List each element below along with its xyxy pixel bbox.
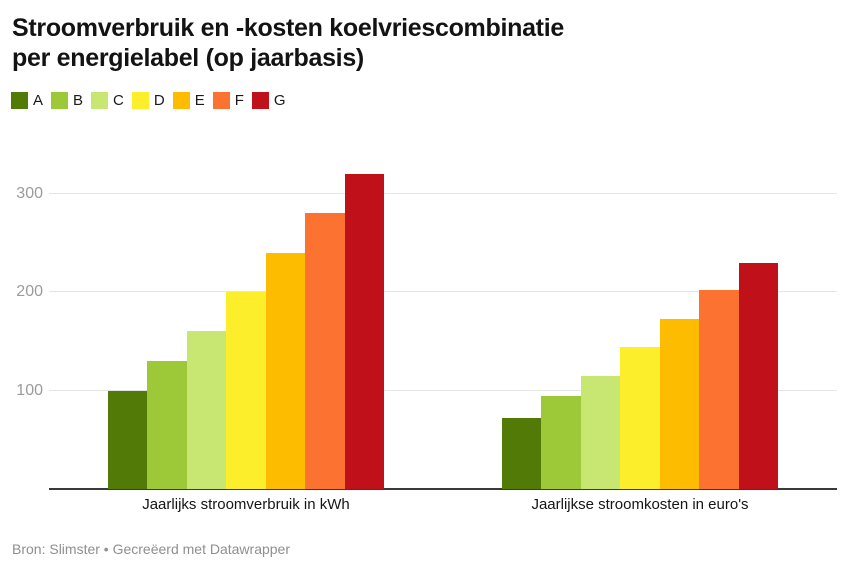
legend: A B C D E F G (11, 92, 286, 109)
legend-swatch-f (212, 92, 230, 109)
bar-c-group1 (580, 375, 621, 489)
bar-f-group1 (699, 290, 739, 489)
legend-item-a: A (11, 92, 43, 109)
legend-item-label: F (234, 92, 244, 109)
x-axis-label-1: Jaarlijkse stroomkosten in euro's (531, 496, 749, 513)
x-axis-baseline (49, 488, 837, 490)
gridline-300 (49, 192, 837, 194)
bar-group-0 (108, 165, 384, 489)
legend-swatch-g (251, 92, 269, 109)
legend-item-label: E (194, 92, 205, 109)
legend-item-label: B (73, 92, 84, 109)
y-tick-label-300: 300 (16, 184, 43, 202)
legend-swatch-b (51, 92, 69, 109)
legend-item-d: D (131, 92, 165, 109)
bar-g-group0 (344, 173, 384, 489)
bar-d-group1 (620, 347, 660, 489)
legend-item-e: E (172, 92, 205, 109)
bar-e-group1 (659, 318, 700, 489)
legend-swatch-e (172, 92, 190, 109)
legend-swatch-a (11, 92, 28, 109)
gridline-100 (49, 389, 837, 391)
bar-f-group0 (305, 213, 345, 489)
legend-item-label: D (153, 92, 165, 109)
chart-title-line2: per energielabel (op jaarbasis) (12, 44, 364, 72)
plot-area: 100 200 300 Jaarlijks stroomverbruik in kWh… (16, 165, 837, 513)
legend-item-g: G (251, 92, 286, 109)
y-tick-label-200: 200 (16, 283, 43, 301)
bar-e-group0 (265, 252, 306, 489)
bar-b-group1 (541, 396, 581, 489)
y-tick-label-100: 100 (16, 381, 43, 399)
legend-item-label: C (113, 92, 124, 109)
bar-d-group0 (226, 292, 266, 489)
bar-g-group1 (738, 262, 778, 489)
legend-swatch-c (91, 92, 109, 109)
gridline-200 (49, 291, 837, 293)
chart-title: Stroomverbruik en -kosten koelvriescombi… (12, 13, 564, 73)
chart-title-line1: Stroomverbruik en -kosten koelvriescombi… (12, 14, 564, 42)
bar-c-group0 (186, 331, 227, 489)
legend-item-f: F (212, 92, 244, 109)
legend-item-b: B (51, 92, 83, 109)
legend-swatch-d (131, 92, 149, 109)
x-axis-label-0: Jaarlijks stroomverbruik in kWh (142, 496, 350, 513)
bar-a-group1 (502, 418, 542, 489)
legend-item-label: A (33, 92, 44, 109)
source-attribution: Bron: Slimster • Gecreëerd met Datawrapp… (12, 541, 291, 557)
legend-item-label: G (273, 92, 286, 109)
bar-a-group0 (108, 390, 148, 489)
legend-item-c: C (91, 92, 124, 109)
bar-group-1 (502, 165, 778, 489)
bar-b-group0 (147, 360, 187, 489)
